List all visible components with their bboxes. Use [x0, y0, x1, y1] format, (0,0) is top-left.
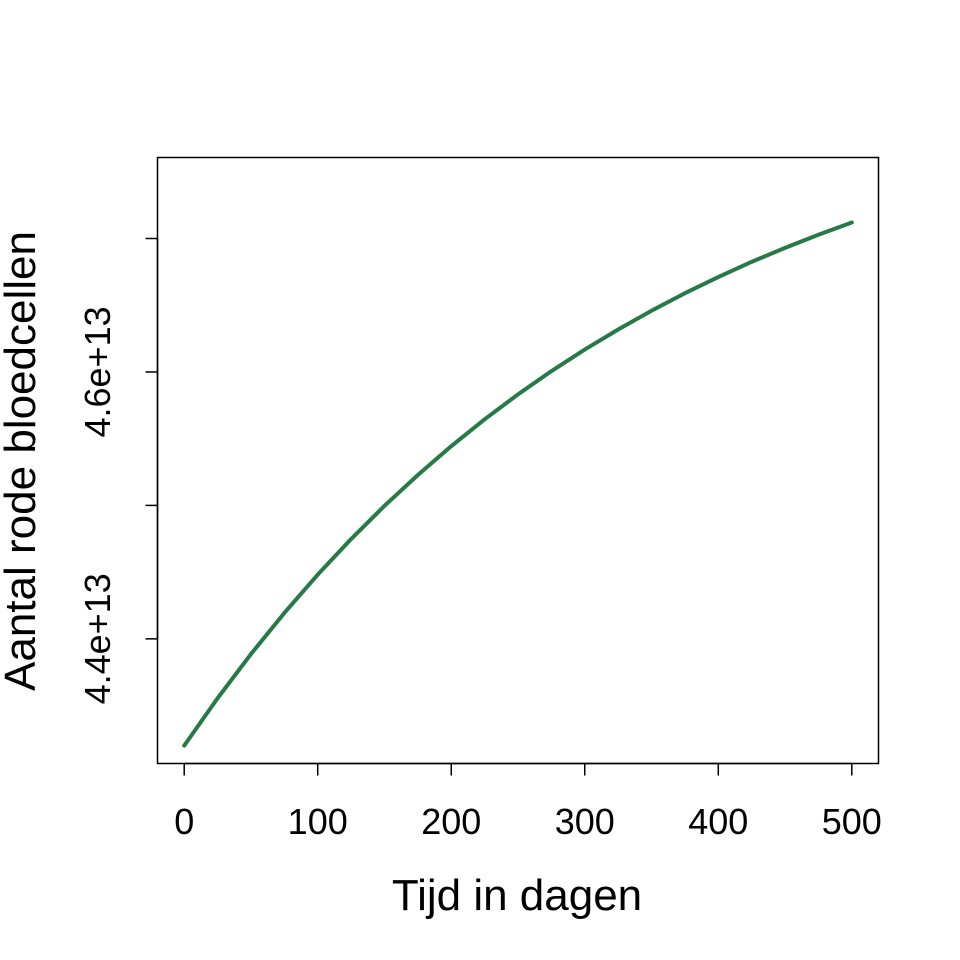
series-line	[182, 220, 854, 748]
x-tick-label: 400	[688, 801, 748, 842]
series-group	[182, 220, 854, 748]
x-axis: 0 100 200 300 400 500	[174, 762, 882, 842]
y-axis-title: Aantal rode bloedcellen	[0, 231, 45, 691]
x-tick-label: 100	[288, 801, 348, 842]
y-tick-label: 4.4e+13	[77, 573, 118, 704]
x-tick-label: 0	[174, 801, 194, 842]
plot-frame	[156, 156, 880, 765]
x-tick-label: 300	[555, 801, 615, 842]
x-axis-title: Tijd in dagen	[392, 871, 642, 920]
x-tick-label: 500	[822, 801, 882, 842]
y-axis: 4.4e+13 4.6e+13	[77, 237, 159, 704]
y-tick-label: 4.6e+13	[77, 306, 118, 437]
x-tick-label: 200	[421, 801, 481, 842]
